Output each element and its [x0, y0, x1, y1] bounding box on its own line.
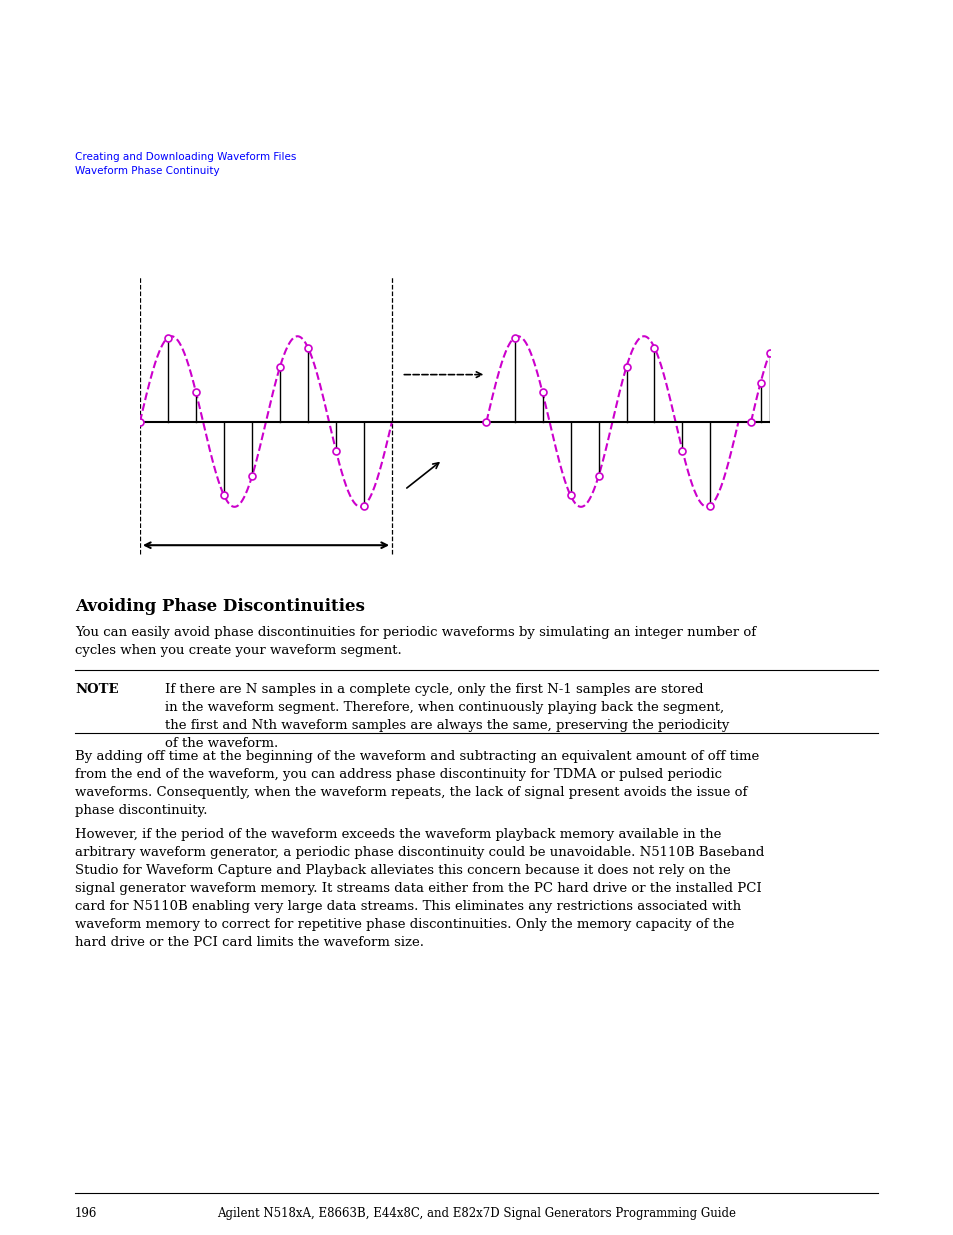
Text: Agilent N518xA, E8663B, E44x8C, and E82x7D Signal Generators Programming Guide: Agilent N518xA, E8663B, E44x8C, and E82x… [217, 1207, 736, 1220]
Text: Creating and Downloading Waveform Files: Creating and Downloading Waveform Files [75, 152, 296, 162]
Text: NOTE: NOTE [75, 683, 118, 697]
Text: You can easily avoid phase discontinuities for periodic waveforms by simulating : You can easily avoid phase discontinuiti… [75, 626, 756, 657]
Text: By adding off time at the beginning of the waveform and subtracting an equivalen: By adding off time at the beginning of t… [75, 750, 759, 818]
Text: 196: 196 [75, 1207, 97, 1220]
Text: Avoiding Phase Discontinuities: Avoiding Phase Discontinuities [75, 598, 364, 615]
Text: However, if the period of the waveform exceeds the waveform playback memory avai: However, if the period of the waveform e… [75, 827, 763, 948]
Text: If there are N samples in a complete cycle, only the first N-1 samples are store: If there are N samples in a complete cyc… [165, 683, 729, 750]
Text: Waveform Phase Continuity: Waveform Phase Continuity [75, 165, 219, 177]
